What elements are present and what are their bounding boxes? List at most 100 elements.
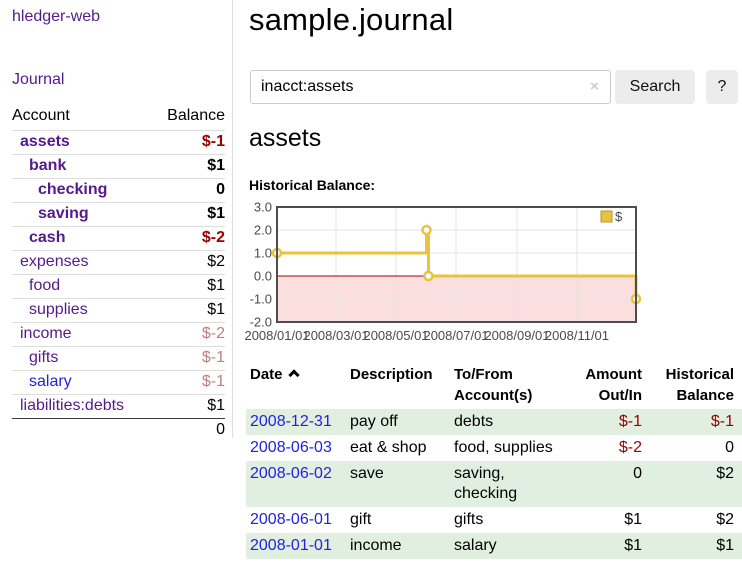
account-row: salary $-1 <box>12 370 225 395</box>
sidebar-account-link-gifts[interactable]: gifts <box>29 349 59 366</box>
transaction-date-link[interactable]: 2008-12-31 <box>250 413 332 430</box>
account-heading: assets <box>249 124 322 152</box>
transaction-date-link[interactable]: 2008-06-01 <box>250 511 332 528</box>
register-table-header: Date Description To/From Account(s) Amou… <box>246 362 742 409</box>
transaction-description-cell: save <box>350 465 384 482</box>
account-row: cash $-2 <box>12 226 225 251</box>
sidebar-account-link-saving[interactable]: saving <box>38 205 89 222</box>
y-axis-labels: 3.0 2.0 1.0 0.0 -1.0 -2.0 <box>250 200 272 330</box>
search-button[interactable]: Search <box>615 70 695 104</box>
account-row: gifts $-1 <box>12 346 225 371</box>
account-row: assets $-1 <box>12 130 225 155</box>
sidebar-divider <box>232 0 233 438</box>
transaction-date-link[interactable]: 2008-06-03 <box>250 439 332 456</box>
plot-border <box>276 206 637 323</box>
transaction-date-cell: 2008-06-02 <box>246 461 346 507</box>
svg-text:-1.0: -1.0 <box>250 292 272 307</box>
transaction-balance-cell: $-1 <box>710 413 734 430</box>
svg-text:2.0: 2.0 <box>254 223 272 238</box>
transaction-amount-cell: 0 <box>633 465 642 482</box>
accounts-header-balance: Balance <box>167 107 225 124</box>
x-axis-labels: 2008/01/012008/03/012008/05/012008/07/01… <box>244 328 609 343</box>
register-header-description: Description <box>350 366 433 383</box>
sidebar-account-link-food[interactable]: food <box>29 277 61 294</box>
account-row: income $-2 <box>12 322 225 347</box>
svg-text:3.0: 3.0 <box>254 200 272 215</box>
account-row: liabilities:debts $1 <box>12 394 225 419</box>
svg-text:2008/03/01: 2008/03/01 <box>303 328 368 343</box>
transaction-amount-cell: $1 <box>624 511 642 528</box>
transaction-description-cell: eat & shop <box>350 439 427 456</box>
account-balance: $1 <box>207 157 225 174</box>
accounts-header-account: Account <box>12 107 70 124</box>
account-balance: $-1 <box>201 133 225 150</box>
sidebar-account-link-supplies[interactable]: supplies <box>29 301 88 318</box>
account-balance: 0 <box>216 181 225 198</box>
account-row: food $1 <box>12 274 225 299</box>
register-row: 2008-12-31 pay off debts $-1 $-1 <box>246 409 742 435</box>
account-balance: $1 <box>207 205 225 222</box>
accounts-total-row: 0 <box>12 418 225 443</box>
account-balance: $-2 <box>201 229 225 246</box>
help-button[interactable]: ? <box>706 70 738 104</box>
transaction-description-cell: income <box>350 537 402 554</box>
sidebar-account-link-cash[interactable]: cash <box>29 229 66 246</box>
register-header-amount: Amount Out/In <box>585 366 642 404</box>
account-balance: $1 <box>207 277 225 294</box>
app-brand-link[interactable]: hledger-web <box>12 8 101 25</box>
sidebar-account-link-assets[interactable]: assets <box>20 133 70 150</box>
accounts-table-header: Account Balance <box>12 104 225 131</box>
sidebar-account-link-checking[interactable]: checking <box>38 181 108 198</box>
svg-text:$: $ <box>615 209 623 224</box>
account-row: checking 0 <box>12 178 225 203</box>
account-balance: $-1 <box>201 373 225 390</box>
svg-text:-2.0: -2.0 <box>250 315 272 330</box>
register-table: Date Description To/From Account(s) Amou… <box>246 362 742 559</box>
accounts-balance-table: Account Balance assets $-1 bank $1 checking 0… <box>12 104 225 442</box>
account-row: supplies $1 <box>12 298 225 323</box>
svg-text:2008/05/01: 2008/05/01 <box>363 328 428 343</box>
chart-title: Historical Balance: <box>249 177 376 193</box>
register-row: 2008-06-02 save saving, checking 0 $2 <box>246 461 742 507</box>
sidebar-account-link-income[interactable]: income <box>20 325 72 342</box>
account-balance: $2 <box>207 253 225 270</box>
search-input[interactable] <box>250 70 611 104</box>
register-row: 2008-01-01 income salary $1 $1 <box>246 533 742 559</box>
register-header-balance: Historical Balance <box>665 366 734 404</box>
account-balance: $-2 <box>201 325 225 342</box>
svg-text:2008/09/01: 2008/09/01 <box>484 328 549 343</box>
transaction-account-cell: saving, checking <box>454 465 518 502</box>
accounts-total-value: 0 <box>216 421 225 438</box>
svg-text:2008/11/01: 2008/11/01 <box>545 328 609 343</box>
transaction-date-link[interactable]: 2008-06-02 <box>250 465 332 482</box>
clear-search-icon[interactable]: × <box>590 78 599 95</box>
transaction-account-cell: gifts <box>454 511 484 528</box>
transaction-date-cell: 2008-12-31 <box>246 409 346 435</box>
sidebar-account-link-bank[interactable]: bank <box>29 157 67 174</box>
transaction-account-cell: salary <box>454 537 497 554</box>
register-header-date[interactable]: Date <box>246 362 346 409</box>
transaction-account-cell: food, supplies <box>454 439 553 456</box>
svg-text:2008/07/01: 2008/07/01 <box>423 328 488 343</box>
transaction-balance-cell: 0 <box>725 439 734 456</box>
data-point-marker <box>421 224 432 236</box>
sidebar-item-journal[interactable]: Journal <box>12 71 65 88</box>
svg-text:1.0: 1.0 <box>254 246 272 261</box>
transaction-amount-cell: $-1 <box>618 413 642 430</box>
svg-text:2008/01/01: 2008/01/01 <box>244 328 309 343</box>
transaction-date-cell: 2008-06-01 <box>246 507 346 533</box>
account-row: expenses $2 <box>12 250 225 275</box>
svg-text:0.0: 0.0 <box>254 269 272 284</box>
sort-ascending-icon <box>287 369 300 381</box>
transaction-amount-cell: $-2 <box>618 439 642 456</box>
transaction-date-cell: 2008-01-01 <box>246 533 346 559</box>
data-point-marker <box>423 270 434 282</box>
transaction-date-link[interactable]: 2008-01-01 <box>250 537 332 554</box>
transaction-description-cell: pay off <box>350 413 398 430</box>
sidebar-account-link-liabilities-debts[interactable]: liabilities:debts <box>20 397 125 414</box>
sidebar-account-link-salary[interactable]: salary <box>29 373 72 390</box>
transaction-account-cell: debts <box>454 413 494 430</box>
historical-balance-chart: 3.0 2.0 1.0 0.0 -1.0 -2.02008/01/012008/03/01… <box>244 200 642 343</box>
sidebar-account-link-expenses[interactable]: expenses <box>20 253 89 270</box>
